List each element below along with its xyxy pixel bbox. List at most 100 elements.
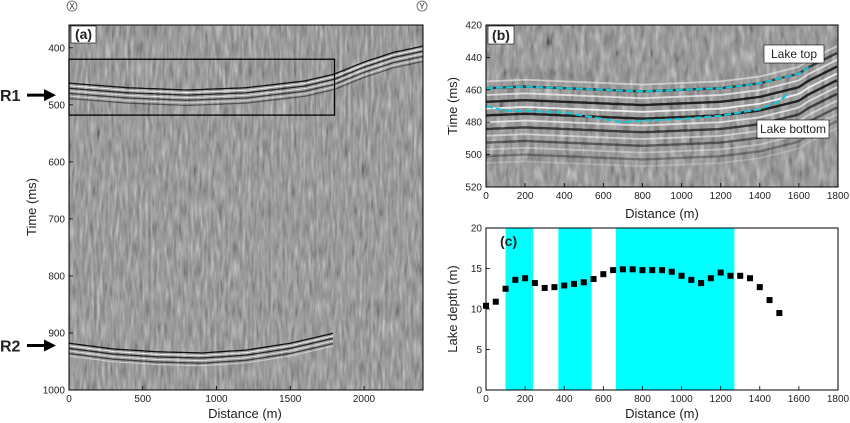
panel-c-data-point — [610, 267, 617, 274]
panel-a-reflector-line — [69, 332, 334, 354]
panel-c-xtick-label: 1400 — [749, 394, 772, 405]
panel-c-data-point — [512, 276, 519, 283]
panel-b-xtick-label: 1600 — [788, 191, 811, 202]
panel-c-data-point — [541, 284, 548, 291]
panel-c-ytick-label: 0 — [476, 386, 482, 397]
panel-b-reflector-line — [486, 92, 838, 134]
panel-a-reflector-line — [69, 48, 423, 93]
panel-c-data-point — [502, 285, 509, 292]
panel-c-data-point — [776, 310, 783, 317]
panel-c-data-point — [747, 275, 753, 282]
panel-c-highlight-band — [616, 228, 735, 390]
panel-c-ylabel: Lake depth (m) — [445, 265, 460, 352]
panel-c-data-point — [492, 298, 499, 305]
panel-c-ytick-label: 5 — [476, 345, 482, 356]
panel-b-ytick-label: 440 — [465, 53, 482, 64]
panel-c-xtick-label: 800 — [634, 394, 651, 405]
arrow-label-r1: R1 — [0, 88, 21, 105]
panel-b-reflector-line — [486, 79, 838, 120]
panel-c-data-point — [551, 284, 558, 291]
panel-c-data-point — [678, 272, 685, 279]
panel-b-reflector-line — [486, 86, 838, 127]
panel-b-xtick-label: 200 — [517, 191, 534, 202]
panel-c-data-point — [766, 297, 773, 304]
panel-c-data-point — [580, 279, 587, 286]
panel-b-xtick-label: 0 — [483, 191, 489, 202]
panel-b-ytick-label: 480 — [465, 118, 482, 129]
panel-b-reflector-line — [486, 72, 838, 113]
panel-c-data-point — [629, 266, 636, 273]
panel-b-reflector-line — [486, 58, 838, 100]
panel-b-ylabel: Time (ms) — [445, 77, 460, 135]
panel-c-data-point — [649, 267, 656, 274]
panel-a-reflector-line — [69, 53, 423, 99]
panel-a-reflector-line — [69, 342, 334, 364]
annotation-lake-top: Lake top — [771, 47, 817, 61]
panel-b-reflector-line — [486, 45, 838, 86]
arrow-label-r2: R2 — [0, 339, 21, 356]
panel-c-highlight-band — [505, 228, 533, 390]
panel-a-reflector-line — [69, 340, 334, 362]
panel-c-xtick-label: 600 — [595, 394, 612, 405]
panel-a-ytick-label: 500 — [48, 100, 65, 111]
panel-c-data-point — [737, 272, 744, 279]
panel-c-xtick-label: 400 — [556, 394, 573, 405]
annotation-lake-bottom: Lake bottom — [760, 122, 826, 136]
panel-a-xlabel: Distance (m) — [208, 406, 282, 421]
panel-c-data-point — [659, 267, 665, 274]
corner-marker-right: Y — [416, 0, 428, 12]
panel-c-xtick-label: 1800 — [827, 394, 850, 405]
panel-c-data-point — [561, 282, 568, 289]
panel-c-xtick-label: 1200 — [710, 394, 733, 405]
panel-c-data-point — [688, 276, 695, 283]
panel-c-data-point — [571, 280, 577, 287]
panel-c-data-point — [531, 280, 538, 287]
panel-a-ytick-label: 1000 — [43, 386, 66, 397]
panel-c-xtick-label: 1600 — [788, 394, 811, 405]
panel-b-xtick-label: 400 — [556, 191, 573, 202]
panel-a-xtick-label: 1500 — [279, 394, 302, 405]
panel-c-ytick-label: 20 — [471, 224, 483, 235]
panel-a-reflector-line — [69, 55, 423, 101]
panel-c-xtick-label: 200 — [517, 394, 534, 405]
panel-b-xtick-label: 1200 — [710, 191, 733, 202]
panel-b-xlabel: Distance (m) — [625, 206, 699, 221]
panel-a-ytick-label: 600 — [48, 157, 65, 168]
svg-text:X: X — [69, 2, 75, 11]
panel-a-ytick-label: 800 — [48, 271, 65, 282]
svg-text:Y: Y — [419, 2, 425, 11]
panel-b-reflector-line — [486, 127, 838, 168]
panel-c-data-point — [727, 272, 734, 279]
panel-a-ylabel: Time (ms) — [24, 178, 39, 236]
panel-c-ytick-label: 10 — [471, 305, 483, 316]
panel-b-xtick-label: 800 — [634, 191, 651, 202]
panel-b-ytick-label: 500 — [465, 150, 482, 161]
panel-c-xtick-label: 1000 — [670, 394, 693, 405]
panel-c-data-point — [590, 276, 597, 283]
panel-c-data-point — [717, 269, 724, 276]
panel-c-data-point — [639, 267, 646, 274]
panel-b-ytick-label: 460 — [465, 85, 482, 96]
panel-a-reflector-line — [69, 345, 334, 367]
panel-b-xtick-label: 1800 — [827, 191, 850, 202]
panel-b-pick-lake-top — [486, 66, 810, 93]
panel-a-ytick-label: 900 — [48, 328, 65, 339]
panel-c-data-point — [619, 266, 626, 273]
panel-a-ytick-label: 400 — [48, 43, 65, 54]
panel-c-data-point — [707, 275, 714, 282]
panel-b-ytick-label: 520 — [465, 183, 482, 194]
panel-b-xtick-label: 1000 — [670, 191, 693, 202]
panel-c-data-point — [756, 284, 763, 291]
panel-c-data-point — [522, 275, 529, 282]
panel-c-data-point — [698, 280, 705, 287]
panel-a-reflector-line — [69, 45, 423, 91]
panel-c-xtick-label: 0 — [483, 394, 489, 405]
arrow-r1-head — [44, 89, 56, 102]
panel-c-data-point — [600, 271, 607, 278]
panel-a-ytick-label: 700 — [48, 214, 65, 225]
panel-a-label: (a) — [75, 26, 92, 42]
panel-b-reflector-line — [486, 113, 838, 154]
panel-a-xtick-label: 500 — [134, 394, 151, 405]
panel-a-seismic-section: 0 500 1000 1500 2000 400 500 600 700 800 900 1000 (… — [24, 24, 424, 421]
panel-b-reflector-line — [486, 120, 838, 161]
